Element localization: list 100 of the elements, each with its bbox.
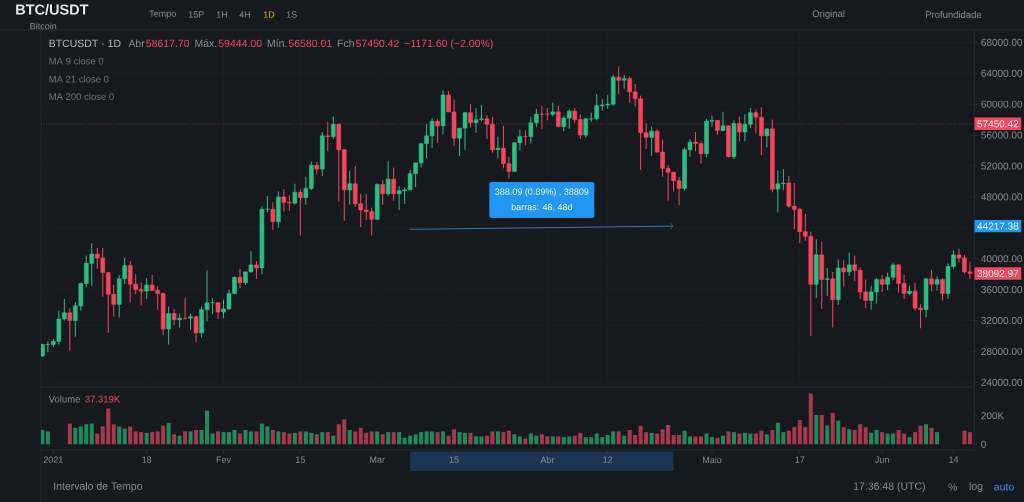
- bar: [506, 430, 511, 445]
- annotation: MA 9 close 0: [49, 57, 104, 65]
- candlestick: [841, 259, 846, 288]
- y-tick-label: 24000.00: [981, 378, 1023, 386]
- chart-title: BTC/USDT: [16, 4, 89, 15]
- bar: [183, 431, 188, 445]
- bar: [248, 431, 253, 445]
- bar: [814, 414, 819, 445]
- bar: [45, 431, 50, 445]
- candlestick: [929, 269, 934, 292]
- candlestick: [764, 127, 770, 148]
- text: 44217.38: [977, 222, 1019, 230]
- bar: [720, 435, 725, 445]
- bar: [929, 427, 934, 445]
- bar: [111, 424, 116, 445]
- bar: [962, 430, 967, 445]
- y-tick-label: 60000.00: [981, 100, 1023, 108]
- candlestick: [171, 308, 177, 326]
- bar: [935, 432, 940, 445]
- bar: [276, 431, 281, 445]
- bar: [616, 431, 621, 445]
- y-tick-label: 64000.00: [981, 69, 1023, 77]
- annotation: 56580.01: [288, 39, 332, 48]
- candlestick: [270, 201, 276, 231]
- candlestick: [583, 117, 589, 138]
- candlestick: [495, 136, 501, 159]
- bar: [353, 431, 358, 445]
- candlestick: [435, 118, 440, 144]
- bar: [967, 432, 972, 445]
- bar: [237, 433, 242, 445]
- bar: [177, 435, 182, 445]
- bar: [622, 435, 627, 445]
- bar: [907, 437, 912, 445]
- y-tick-label: 0: [981, 440, 987, 448]
- bar: [150, 432, 155, 445]
- x-tick-label: 17: [795, 456, 805, 463]
- bar: [347, 429, 352, 445]
- bar: [556, 436, 561, 445]
- bar: [298, 431, 303, 445]
- annotation: Fch: [337, 39, 354, 48]
- text: 1S: [286, 11, 297, 18]
- candlestick: [331, 116, 336, 140]
- candlestick: [468, 103, 473, 128]
- bar: [880, 432, 885, 445]
- bar: [726, 431, 731, 445]
- text: Volume: [48, 395, 80, 403]
- candlestick: [144, 277, 149, 300]
- candlestick: [616, 65, 621, 95]
- x-tick-label: 14: [949, 456, 959, 463]
- bar: [841, 427, 846, 445]
- text: 1H: [216, 11, 227, 18]
- x-tick-label: Maio: [702, 456, 722, 464]
- annotation: MA 21 close 0: [49, 75, 109, 83]
- candlestick: [879, 274, 885, 293]
- bar: [216, 431, 221, 445]
- bar: [122, 428, 127, 445]
- bar: [913, 432, 918, 445]
- candlestick: [385, 160, 391, 197]
- bar: [517, 436, 522, 445]
- text: 15P: [188, 11, 204, 18]
- bar: [737, 433, 742, 445]
- annotation: Mín.: [267, 39, 287, 47]
- candlestick: [737, 116, 742, 142]
- bar: [270, 429, 275, 445]
- bar: [435, 432, 440, 445]
- x-tick-label: 15: [449, 456, 459, 463]
- text: Original: [812, 10, 845, 19]
- bar: [391, 432, 396, 445]
- y-tick-label: 200K: [981, 412, 1005, 420]
- text: auto: [994, 483, 1014, 491]
- bar: [188, 431, 193, 445]
- bar: [441, 431, 446, 445]
- text: 4H: [239, 11, 250, 18]
- candlestick: [940, 277, 945, 301]
- annotation: −1171.60 (−2.00%): [404, 39, 493, 50]
- x-tick-label: Abr: [540, 456, 555, 464]
- bar: [95, 433, 100, 445]
- annotation: 58617.70: [146, 39, 190, 48]
- bar: [649, 432, 654, 445]
- x-tick-label: 2021: [43, 456, 63, 463]
- bar: [501, 432, 506, 445]
- bar: [918, 425, 923, 445]
- text: 17:36:48 (UTC): [854, 482, 925, 492]
- annotation: 59444.00: [218, 39, 262, 48]
- bar: [172, 434, 177, 445]
- candlestick: [934, 275, 940, 291]
- bar: [863, 427, 868, 445]
- y-tick-label: 52000.00: [981, 162, 1023, 170]
- annotation: Máx.: [195, 39, 217, 48]
- y-tick-label: 48000.00: [981, 193, 1023, 201]
- bar: [764, 434, 769, 445]
- chart-subtitle: Bitcoin: [30, 22, 57, 30]
- ref-line-label: 57450.42: [977, 120, 1019, 128]
- bar: [836, 420, 841, 445]
- bar: [375, 431, 380, 445]
- bar: [380, 434, 385, 445]
- text: 1D: [263, 11, 275, 18]
- x-tick-label: 12: [603, 456, 613, 463]
- candlestick: [649, 126, 654, 157]
- candlestick: [824, 267, 830, 297]
